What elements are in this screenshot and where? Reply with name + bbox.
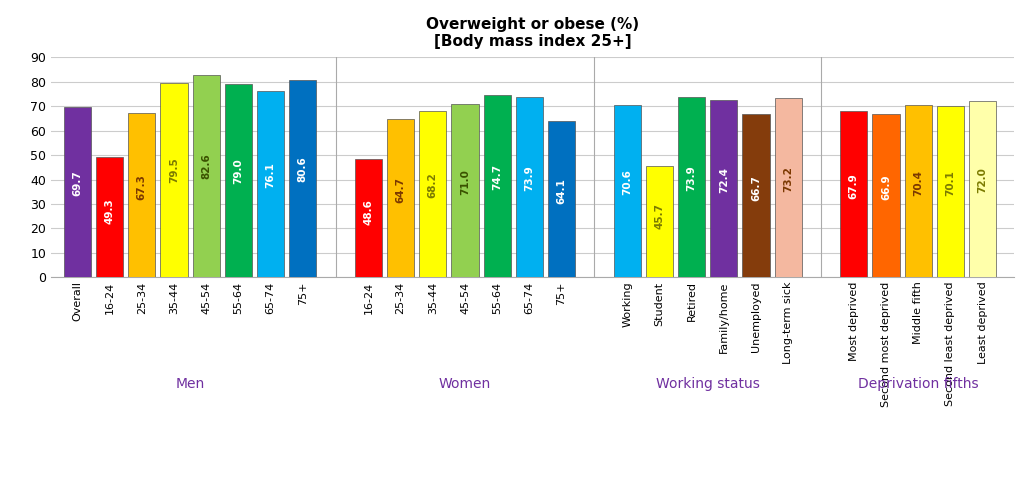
- Text: Men: Men: [175, 377, 205, 391]
- Text: 72.0: 72.0: [978, 168, 987, 194]
- Bar: [387, 119, 414, 277]
- Bar: [483, 95, 511, 277]
- Text: Deprivation fifths: Deprivation fifths: [858, 377, 979, 391]
- Text: 79.5: 79.5: [169, 158, 179, 183]
- Text: 73.9: 73.9: [524, 165, 535, 191]
- Bar: [904, 105, 932, 277]
- Bar: [646, 165, 673, 277]
- Bar: [872, 114, 900, 277]
- Text: 68.2: 68.2: [428, 173, 437, 198]
- Title: Overweight or obese (%)
[Body mass index 25+]: Overweight or obese (%) [Body mass index…: [426, 17, 639, 49]
- Bar: [678, 97, 706, 277]
- Text: 48.6: 48.6: [364, 199, 374, 225]
- Bar: [711, 100, 737, 277]
- Bar: [613, 105, 641, 277]
- Text: 70.6: 70.6: [623, 169, 632, 196]
- Bar: [969, 101, 996, 277]
- Bar: [742, 114, 770, 277]
- Text: 82.6: 82.6: [201, 153, 211, 179]
- Text: 74.7: 74.7: [493, 164, 502, 190]
- Bar: [193, 76, 220, 277]
- Text: 66.7: 66.7: [751, 174, 761, 201]
- Bar: [774, 98, 802, 277]
- Text: 66.9: 66.9: [881, 174, 891, 200]
- Text: 72.4: 72.4: [719, 167, 729, 193]
- Text: 73.9: 73.9: [686, 165, 696, 191]
- Bar: [548, 120, 575, 277]
- Bar: [257, 91, 284, 277]
- Bar: [289, 80, 316, 277]
- Text: 67.9: 67.9: [849, 173, 859, 199]
- Bar: [516, 97, 543, 277]
- Text: 76.1: 76.1: [265, 162, 275, 188]
- Bar: [63, 107, 91, 277]
- Text: 70.4: 70.4: [913, 170, 924, 196]
- Bar: [419, 110, 446, 277]
- Text: 49.3: 49.3: [104, 198, 115, 224]
- Text: 67.3: 67.3: [137, 174, 146, 200]
- Bar: [161, 83, 187, 277]
- Text: 45.7: 45.7: [654, 203, 665, 229]
- Text: 70.1: 70.1: [945, 170, 955, 196]
- Text: 79.0: 79.0: [233, 158, 244, 184]
- Bar: [96, 157, 123, 277]
- Bar: [841, 111, 867, 277]
- Bar: [937, 106, 964, 277]
- Bar: [224, 84, 252, 277]
- Bar: [354, 159, 382, 277]
- Bar: [128, 113, 156, 277]
- Text: Working status: Working status: [655, 377, 760, 391]
- Text: Women: Women: [439, 377, 492, 391]
- Text: 69.7: 69.7: [73, 171, 82, 196]
- Text: 64.7: 64.7: [395, 177, 406, 203]
- Bar: [452, 104, 478, 277]
- Text: 64.1: 64.1: [556, 178, 566, 204]
- Text: 71.0: 71.0: [460, 169, 470, 195]
- Text: 80.6: 80.6: [298, 156, 307, 182]
- Text: 73.2: 73.2: [783, 166, 794, 192]
